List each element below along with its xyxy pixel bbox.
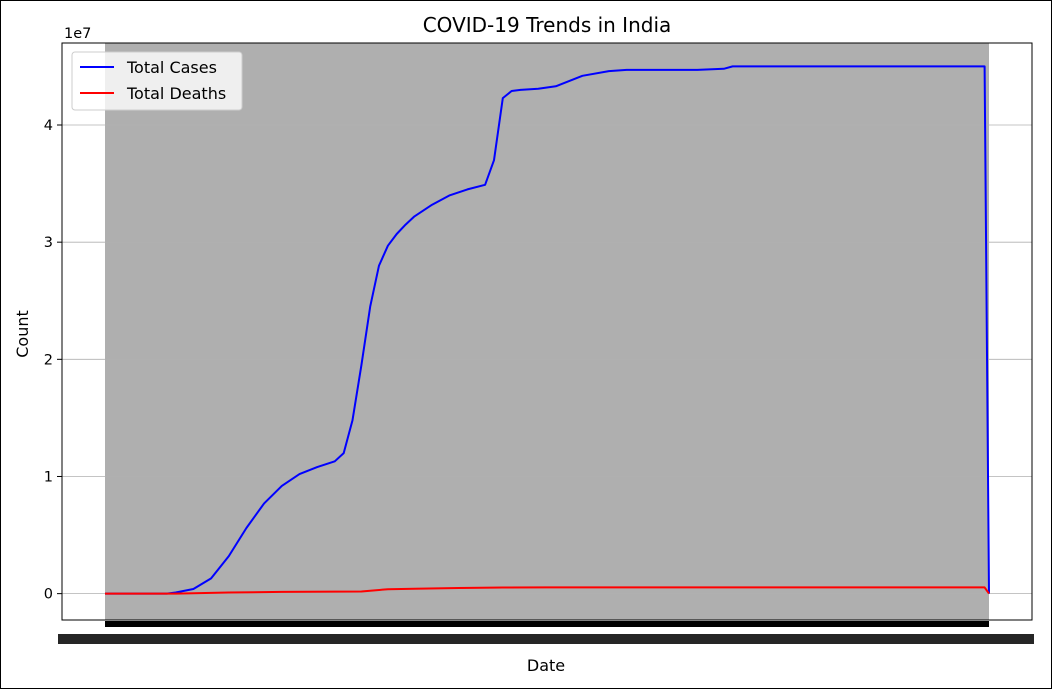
legend-box [71,51,243,111]
plot-area: 0 1 2 3 4 [44,42,1034,644]
legend: Total Cases Total Deaths [71,51,243,111]
y-tick-label: 1 [44,469,53,485]
axes-frame [61,42,1033,621]
y-offset-text: 1e7 [64,26,91,42]
y-tick-label: 0 [44,587,53,603]
series-line-total-cases [105,65,990,595]
y-axis-label: Count [13,310,32,358]
x-axis-label: Date [527,656,565,675]
x-tick-marks-band [105,621,989,627]
series-line-total-deaths [105,586,990,595]
legend-label: Total Deaths [126,84,226,103]
y-tick-label: 4 [44,118,53,134]
y-tick-label: 3 [44,235,53,251]
data-span-shading [105,43,989,620]
legend-label: Total Cases [126,58,217,77]
y-tick-label: 2 [44,352,53,368]
chart-title: COVID-19 Trends in India [423,13,672,37]
x-tick-labels-band [58,634,1034,644]
